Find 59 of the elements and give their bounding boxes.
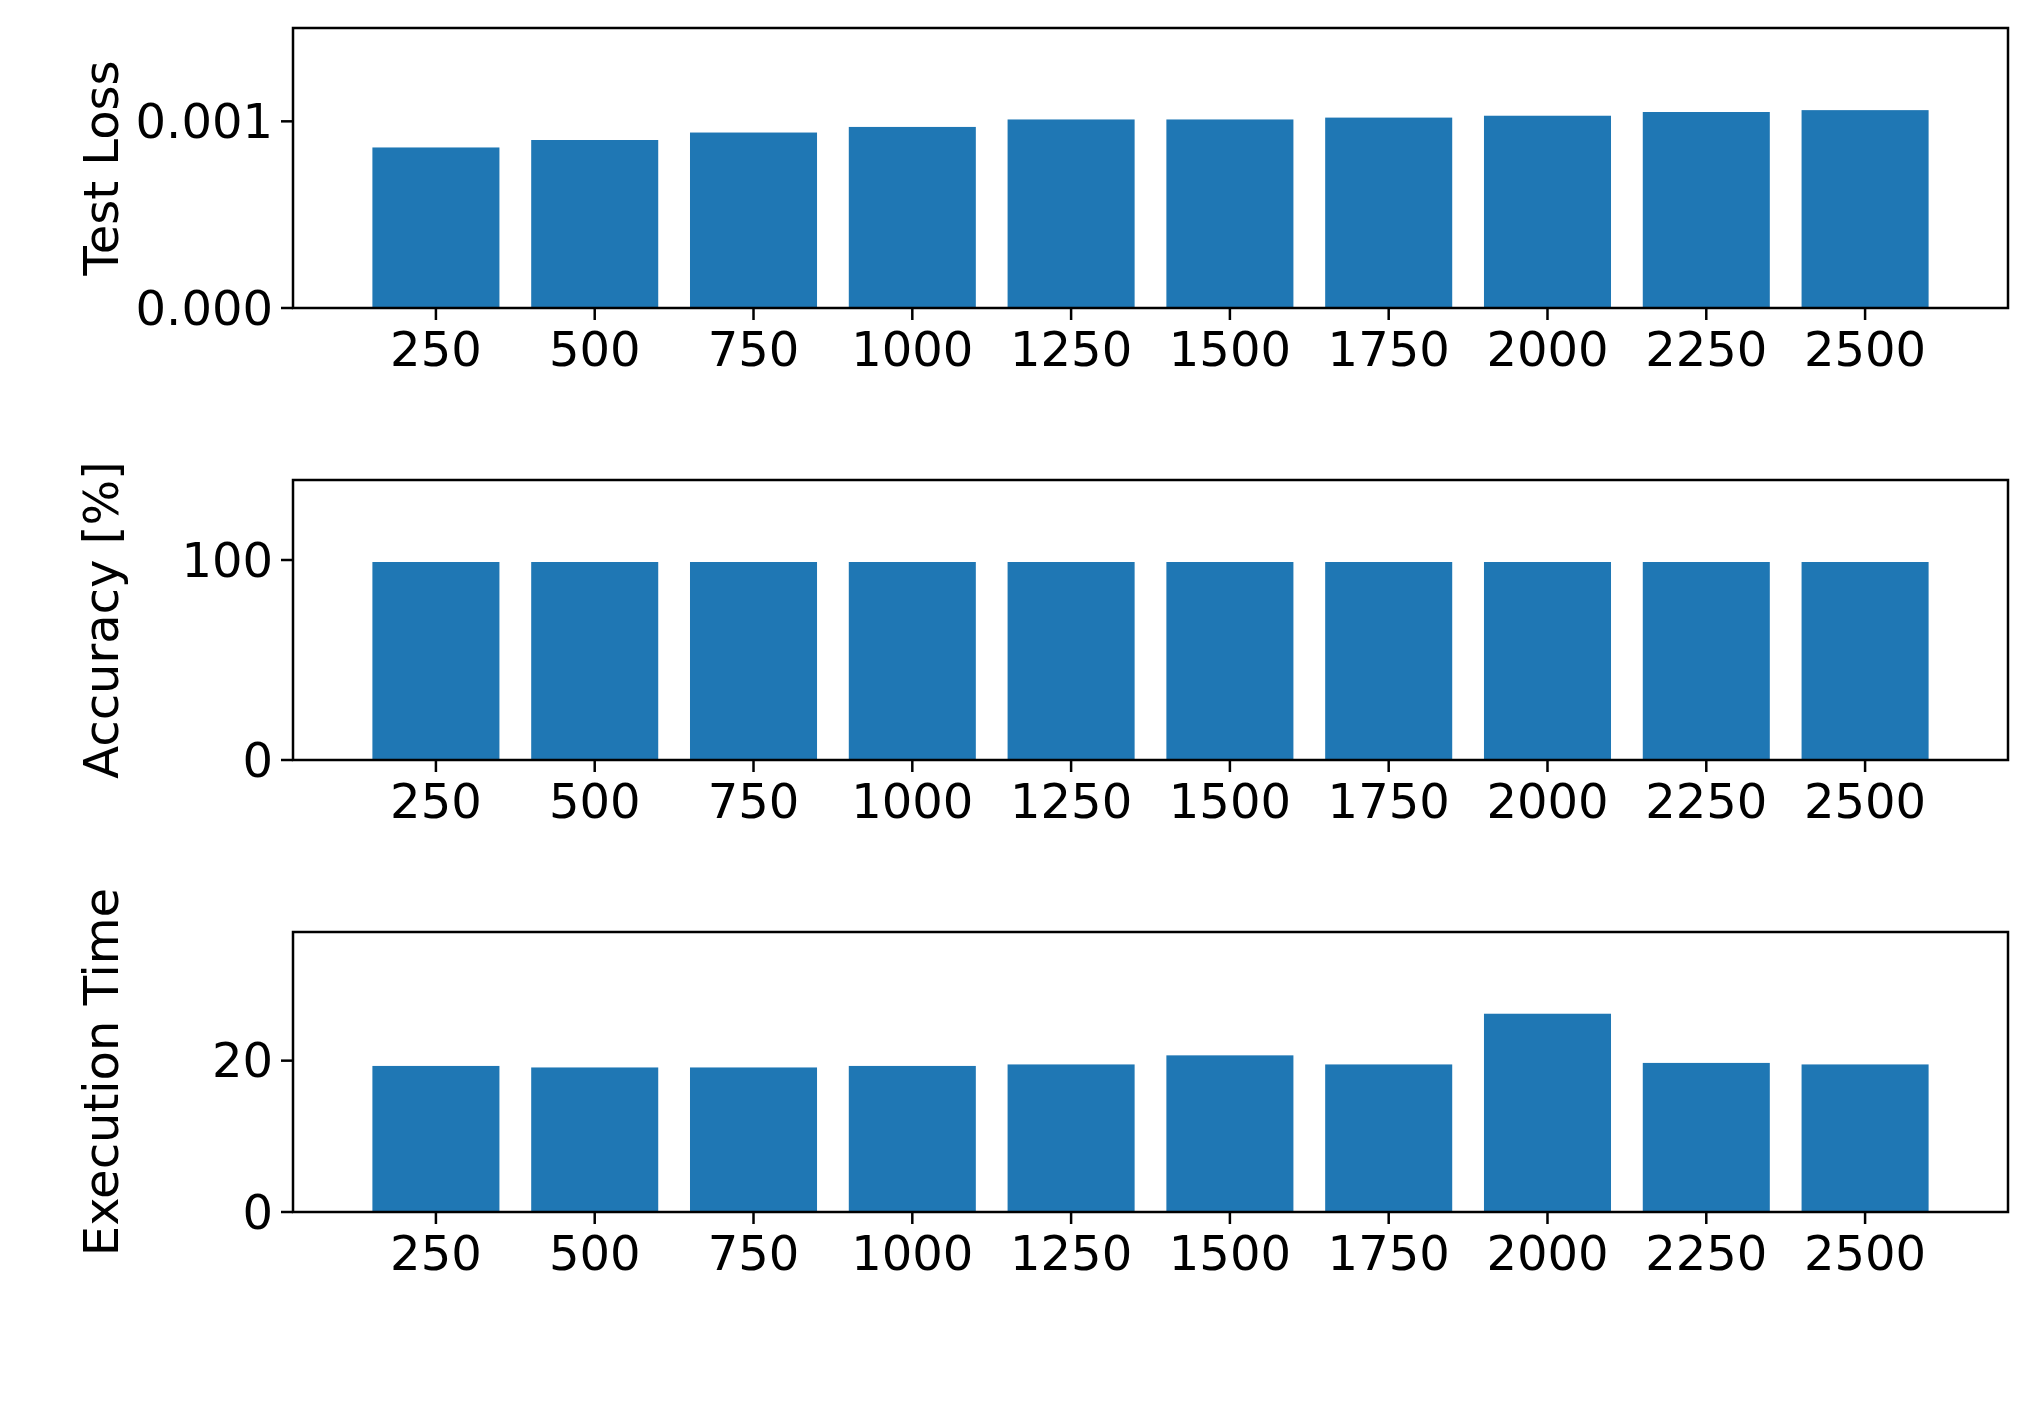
x-tick-label: 1500 <box>1168 1225 1291 1282</box>
y-tick-label: 0.001 <box>135 93 273 150</box>
bar <box>1801 110 1929 308</box>
x-tick-label: 2250 <box>1645 321 1768 378</box>
y-tick-label: 20 <box>211 1032 273 1089</box>
x-tick-label: 2000 <box>1486 773 1609 830</box>
bar <box>1166 1055 1294 1212</box>
x-tick-label: 1500 <box>1168 773 1291 830</box>
y-axis-title: Test Loss <box>73 60 129 277</box>
bar <box>1642 1062 1770 1212</box>
x-tick-label: 1000 <box>851 1225 974 1282</box>
y-tick-label: 0 <box>242 1183 273 1240</box>
x-tick-label: 1250 <box>1010 321 1133 378</box>
x-tick-label: 250 <box>390 1225 482 1282</box>
x-tick-label: 1000 <box>851 321 974 378</box>
x-tick-label: 2500 <box>1804 321 1927 378</box>
x-tick-label: 750 <box>707 1225 800 1282</box>
x-tick-label: 2500 <box>1804 1225 1927 1282</box>
y-tick-label: 100 <box>181 531 273 588</box>
y-axis-title: Execution Time <box>73 887 129 1257</box>
x-tick-label: 2250 <box>1645 1225 1768 1282</box>
x-tick-label: 500 <box>548 321 641 378</box>
bar <box>531 140 659 308</box>
bar <box>1483 1013 1612 1212</box>
bar <box>689 132 818 308</box>
x-tick-label: 500 <box>548 1225 641 1282</box>
bar <box>1325 1064 1453 1212</box>
bar <box>372 147 500 308</box>
bar <box>531 1067 659 1212</box>
x-tick-label: 500 <box>548 773 641 830</box>
x-tick-label: 2500 <box>1804 773 1927 830</box>
y-axis-title: Accuracy [%] <box>73 461 129 779</box>
x-tick-label: 1000 <box>851 773 974 830</box>
bar <box>1801 1064 1929 1212</box>
bar <box>1642 112 1770 308</box>
y-tick-label: 0.000 <box>135 279 273 336</box>
x-tick-label: 1750 <box>1327 773 1450 830</box>
bar <box>1007 1064 1135 1212</box>
x-tick-label: 1750 <box>1327 321 1450 378</box>
bar <box>1325 117 1453 308</box>
x-tick-label: 750 <box>707 321 800 378</box>
y-tick-label: 0 <box>242 731 273 788</box>
x-tick-label: 2000 <box>1486 1225 1609 1282</box>
x-tick-label: 1250 <box>1010 1225 1133 1282</box>
bar <box>1166 119 1294 308</box>
x-tick-label: 1500 <box>1168 321 1291 378</box>
x-tick-label: 1750 <box>1327 1225 1450 1282</box>
x-tick-label: 1250 <box>1010 773 1133 830</box>
bar <box>848 1065 976 1212</box>
x-tick-label: 2250 <box>1645 773 1768 830</box>
x-tick-label: 750 <box>707 773 800 830</box>
bar <box>689 1067 818 1212</box>
bar <box>1483 115 1612 308</box>
bar <box>848 126 976 308</box>
bar <box>1007 119 1135 308</box>
x-tick-label: 250 <box>390 773 482 830</box>
bar <box>372 1065 500 1212</box>
x-tick-label: 250 <box>390 321 482 378</box>
x-tick-label: 2000 <box>1486 321 1609 378</box>
